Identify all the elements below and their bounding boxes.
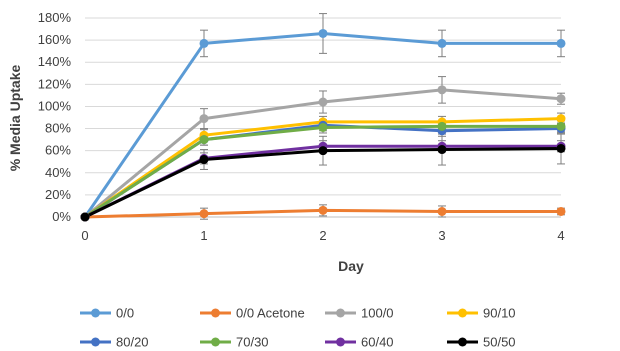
legend-item-0-0-acetone: 0/0 Acetone — [200, 306, 305, 321]
y-tick-label: 40% — [45, 165, 71, 180]
y-tick-labels: 0% 20% 40% 60% 80% 100% 120% 140% 160% 180% — [38, 10, 72, 224]
legend-label: 50/50 — [483, 335, 516, 350]
data-point-50-50 — [199, 155, 209, 165]
data-point-70-30 — [199, 135, 209, 145]
data-point-50-50 — [556, 143, 566, 153]
y-tick-label: 160% — [38, 32, 72, 47]
y-tick-label: 0% — [52, 209, 71, 224]
x-tick-label: 0 — [81, 228, 88, 243]
data-point-100-0 — [556, 94, 566, 104]
y-tick-label: 80% — [45, 121, 71, 136]
legend: 0/0 0/0 Acetone 100/0 90/10 80/20 70/30 60/40 5… — [80, 306, 516, 350]
legend-label: 60/40 — [361, 335, 394, 350]
data-point-0-0 — [556, 38, 566, 48]
y-tick-label: 180% — [38, 10, 72, 25]
data-point-70-30 — [437, 121, 447, 131]
data-point-50-50 — [437, 145, 447, 155]
legend-swatch-marker — [91, 337, 100, 347]
data-point-0-0 — [437, 38, 447, 48]
legend-label: 80/20 — [116, 335, 149, 350]
legend-item-70-30: 70/30 — [200, 335, 269, 350]
legend-swatch-marker — [336, 337, 345, 347]
x-tick-label: 1 — [200, 228, 207, 243]
x-tick-label: 2 — [319, 228, 326, 243]
legend-label: 90/10 — [483, 306, 516, 321]
legend-label: 0/0 — [116, 306, 134, 321]
data-point-0-0-acetone — [199, 209, 209, 219]
data-point-100-0 — [437, 85, 447, 95]
data-point-70-30 — [318, 122, 328, 132]
y-tick-label: 20% — [45, 187, 71, 202]
x-tick-labels: 0 1 2 3 4 — [81, 228, 564, 243]
legend-label: 70/30 — [236, 335, 269, 350]
data-point-50-50 — [318, 146, 328, 156]
legend-item-100-0: 100/0 — [325, 306, 394, 321]
legend-item-60-40: 60/40 — [325, 335, 394, 350]
data-point-0-0-acetone — [437, 206, 447, 216]
data-point-0-0-acetone — [318, 205, 328, 215]
legend-swatch-marker — [458, 308, 467, 318]
legend-label: 100/0 — [361, 306, 394, 321]
legend-swatch-marker — [211, 308, 220, 318]
x-tick-label: 4 — [557, 228, 564, 243]
data-point-0-0 — [199, 38, 209, 48]
legend-swatch-marker — [211, 337, 220, 347]
legend-label: 0/0 Acetone — [236, 306, 305, 321]
data-point-0-0 — [318, 28, 328, 38]
legend-item-50-50: 50/50 — [447, 335, 516, 350]
legend-item-80-20: 80/20 — [80, 335, 149, 350]
data-point-70-30 — [556, 121, 566, 131]
data-point-0-0-acetone — [556, 206, 566, 216]
y-tick-label: 60% — [45, 143, 71, 158]
x-axis-title: Day — [338, 258, 364, 274]
legend-swatch-marker — [458, 337, 467, 347]
y-axis-title: % Media Uptake — [7, 64, 23, 171]
data-points — [80, 28, 566, 222]
legend-item-0-0: 0/0 — [80, 306, 134, 321]
x-tick-label: 3 — [438, 228, 445, 243]
y-tick-label: 100% — [38, 98, 72, 113]
legend-item-90-10: 90/10 — [447, 306, 516, 321]
data-point-50-50 — [80, 212, 90, 222]
y-tick-label: 140% — [38, 54, 72, 69]
legend-swatch-marker — [336, 308, 345, 318]
y-tick-label: 120% — [38, 76, 72, 91]
data-point-100-0 — [318, 97, 328, 107]
data-point-100-0 — [199, 114, 209, 124]
legend-swatch-marker — [91, 308, 100, 318]
data-point-90-10 — [556, 114, 566, 124]
